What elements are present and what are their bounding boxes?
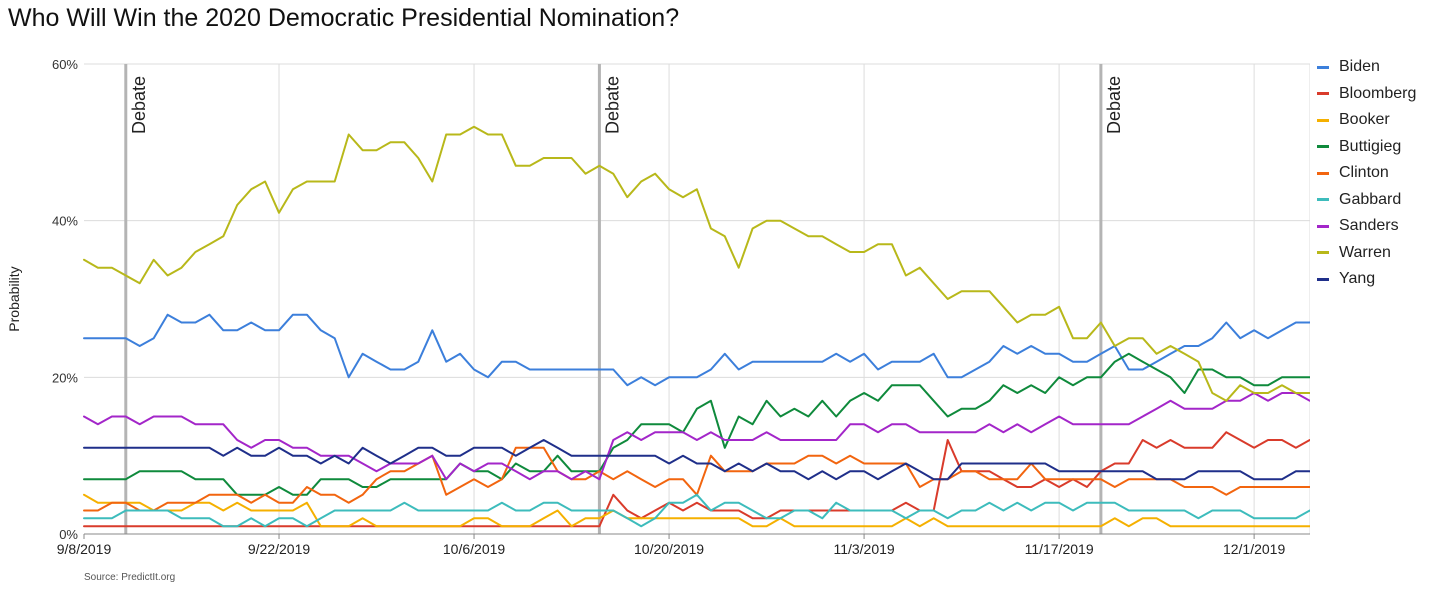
legend-label: Gabbard (1339, 190, 1402, 208)
legend-label: Clinton (1339, 164, 1389, 182)
legend-item-clinton: Clinton (1317, 160, 1416, 187)
legend-swatch (1317, 198, 1329, 202)
legend-item-gabbard: Gabbard (1317, 187, 1416, 214)
series-line-sanders (83, 392, 1310, 481)
legend-item-yang: Yang (1317, 266, 1416, 293)
legend-item-biden: Biden (1317, 54, 1416, 81)
legend-swatch (1317, 92, 1329, 96)
legend-label: Buttigieg (1339, 137, 1402, 155)
grid-layer (84, 63, 1310, 534)
legend-swatch (1317, 65, 1329, 69)
x-tick-label: 11/17/2019 (1025, 541, 1094, 557)
x-tick-label: 9/22/2019 (248, 541, 310, 557)
legend-label: Yang (1339, 270, 1376, 288)
legend-label: Biden (1339, 58, 1380, 76)
chart-plot: Debate Debate Debate 0% 20% 40% 60% 9/8/2019 9/… (6, 57, 1310, 557)
series-layer (83, 125, 1310, 528)
annotation-layer: Debate Debate Debate (124, 64, 1124, 534)
legend-swatch (1317, 251, 1329, 255)
legend-label: Sanders (1339, 217, 1399, 235)
legend-swatch (1317, 145, 1329, 149)
x-tick-label: 10/6/2019 (443, 541, 505, 557)
legend-item-booker: Booker (1317, 107, 1416, 134)
y-axis-label: Probability (6, 266, 22, 331)
legend-label: Warren (1339, 243, 1391, 261)
legend-item-warren: Warren (1317, 240, 1416, 267)
debate-label: Debate (602, 76, 622, 134)
series-line-biden (83, 313, 1310, 387)
debate-label: Debate (129, 76, 149, 134)
legend: Biden Bloomberg Booker Buttigieg Clinton Gabb… (1317, 54, 1416, 293)
series-line-gabbard (83, 493, 1310, 528)
chart-title: Who Will Win the 2020 Democratic Preside… (8, 4, 680, 32)
legend-swatch (1317, 171, 1329, 175)
source-note: Source: PredictIt.org (84, 572, 176, 583)
x-tick-label: 9/8/2019 (57, 541, 112, 557)
legend-swatch (1317, 224, 1329, 228)
axis-layer: 0% 20% 40% 60% 9/8/2019 9/22/2019 10/6/2019 10/… (6, 57, 1310, 557)
x-tick-label: 11/3/2019 (833, 541, 894, 557)
series-line-clinton (83, 446, 1310, 512)
series-line-bloomberg (83, 431, 1310, 528)
series-line-booker (83, 493, 1310, 528)
legend-label: Booker (1339, 111, 1390, 129)
y-tick-label: 40% (52, 214, 78, 229)
x-tick-label: 12/1/2019 (1223, 541, 1285, 557)
legend-item-bloomberg: Bloomberg (1317, 81, 1416, 108)
legend-swatch (1317, 118, 1329, 122)
y-tick-label: 0% (59, 527, 78, 542)
x-tick-label: 10/20/2019 (634, 541, 704, 557)
series-line-buttigieg (83, 352, 1310, 496)
series-line-yang (83, 439, 1310, 481)
series-line-warren (83, 125, 1310, 402)
legend-item-buttigieg: Buttigieg (1317, 134, 1416, 161)
y-tick-label: 20% (52, 370, 78, 385)
legend-swatch (1317, 277, 1329, 281)
legend-label: Bloomberg (1339, 84, 1417, 102)
y-tick-label: 60% (52, 57, 78, 72)
debate-label: Debate (1104, 76, 1124, 134)
legend-item-sanders: Sanders (1317, 213, 1416, 240)
